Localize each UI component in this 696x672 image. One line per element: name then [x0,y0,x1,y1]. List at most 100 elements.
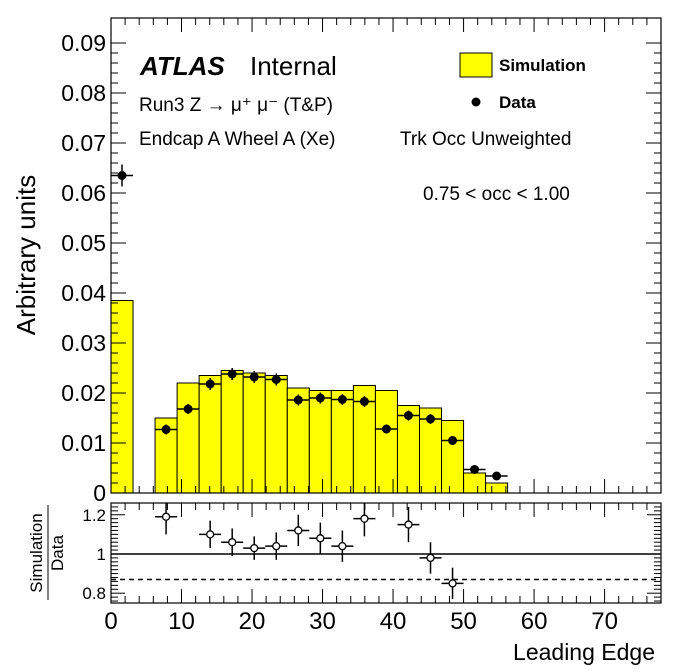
legend-simulation-label: Simulation [499,56,586,75]
x-tick-label: 30 [309,608,336,635]
ratio-point [397,506,420,543]
ratio-point [199,520,222,549]
simulation-bin [176,382,200,494]
simulation-bin [374,390,398,494]
data-point [419,414,442,424]
ratio-point [221,528,244,556]
y-tick-label: 0.06 [61,180,106,206]
ratio-point [243,536,266,560]
ratio-y-tick-label: 1 [97,545,106,564]
data-point [353,396,376,407]
data-marker [271,375,281,384]
data-point [287,394,310,406]
data-point [221,368,244,380]
main-panel: 0 0.01 0.02 0.03 0.04 0.05 0.06 0.07 0.08 0.09 Ar… [11,17,662,506]
simulation-bin [110,300,134,494]
data-marker [205,379,215,389]
x-tick-label: 50 [450,608,477,635]
simulation-bin [242,372,266,494]
data-marker [183,404,193,414]
data-marker [315,393,325,403]
y-tick-label: 0.05 [61,230,106,256]
simulation-bin [264,375,288,494]
x-tick-label: 0 [104,608,117,635]
x-tick-label: 60 [521,608,548,635]
x-tick-label: 10 [168,608,195,635]
simulation-bin [308,390,332,494]
ratio-point [287,514,310,547]
data-marker [161,425,171,434]
y-tick-label: 0.08 [61,80,106,106]
ratio-marker [228,538,237,547]
y-tick-label: 0.02 [61,380,106,406]
y-tick-label: 0.04 [61,280,106,306]
legend-simulation-swatch [459,52,493,78]
ratio-marker [360,514,369,523]
data-point [441,436,464,445]
y-tick-label: 0.07 [61,130,106,156]
ratio-point [419,542,442,574]
ratio-x-ticks: 0 10 20 30 40 50 60 70 [104,503,662,635]
ratio-point [155,503,178,535]
legend: Simulation Data [459,52,586,112]
ratio-panel: 0 10 20 30 40 50 60 70 0.811.2 Simulation Data … [27,502,662,665]
ratio-point [309,522,332,554]
ratio-y-label-denominator: Data [48,535,67,571]
simulation-bin [220,370,244,494]
data-marker [227,369,237,379]
internal-label: Internal [250,51,337,81]
x-axis-label: Leading Edge [513,639,655,665]
ratio-frame [110,502,662,604]
data-points [111,164,508,481]
y-tick-label: 0.01 [61,430,106,456]
occupancy-range-label: 0.75 < occ < 1.00 [423,184,570,205]
ratio-marker [448,579,457,588]
legend-data-marker [471,97,481,107]
data-point [265,373,288,386]
ratio-points [155,503,464,600]
data-marker [293,395,303,405]
data-point [111,164,134,187]
simulation-bin [198,375,222,494]
legend-data-label: Data [499,93,536,112]
ratio-marker [250,543,259,553]
simulation-bin [485,482,509,494]
main-y-ticks: 0 0.01 0.02 0.03 0.04 0.05 0.06 0.07 0.08 0.09 [61,30,661,506]
data-marker [403,411,413,420]
y-tick-label: 0.03 [61,330,106,356]
ratio-y-label: Simulation Data [27,505,67,600]
process-label: Run3 Z → μ⁺ μ⁻ (T&P) [139,95,333,116]
data-point [243,371,266,383]
data-marker [117,171,127,180]
weighting-label: Trk Occ Unweighted [400,129,571,150]
data-marker [381,424,391,434]
main-frame [110,17,662,494]
simulation-bin [463,472,487,494]
atlas-label: ATLAS [139,51,225,81]
data-point [199,378,222,390]
main-x-ticks [110,18,662,493]
data-marker [492,471,502,481]
ratio-marker [294,526,303,535]
ratio-y-tick-label: 0.8 [82,584,106,603]
region-label: Endcap A Wheel A (Xe) [139,129,335,150]
y-tick-label: 0.09 [61,30,106,56]
data-marker [337,395,347,404]
ratio-point [441,567,464,600]
ratio-y-tick-label: 1.2 [82,506,106,525]
ratio-marker [404,520,413,529]
data-point [397,410,420,421]
data-marker [470,465,480,474]
data-point [155,424,178,435]
ratio-marker [316,534,325,543]
x-tick-label: 20 [239,608,266,635]
ratio-y-label-numerator: Simulation [27,513,46,592]
x-tick-label: 70 [591,608,618,635]
data-point [331,394,354,405]
ratio-marker [206,530,215,539]
ratio-y-ticks: 0.8 1 1.2 [82,502,661,603]
ratio-marker [272,541,281,551]
ratio-marker [161,512,171,521]
ratio-point [265,532,288,560]
